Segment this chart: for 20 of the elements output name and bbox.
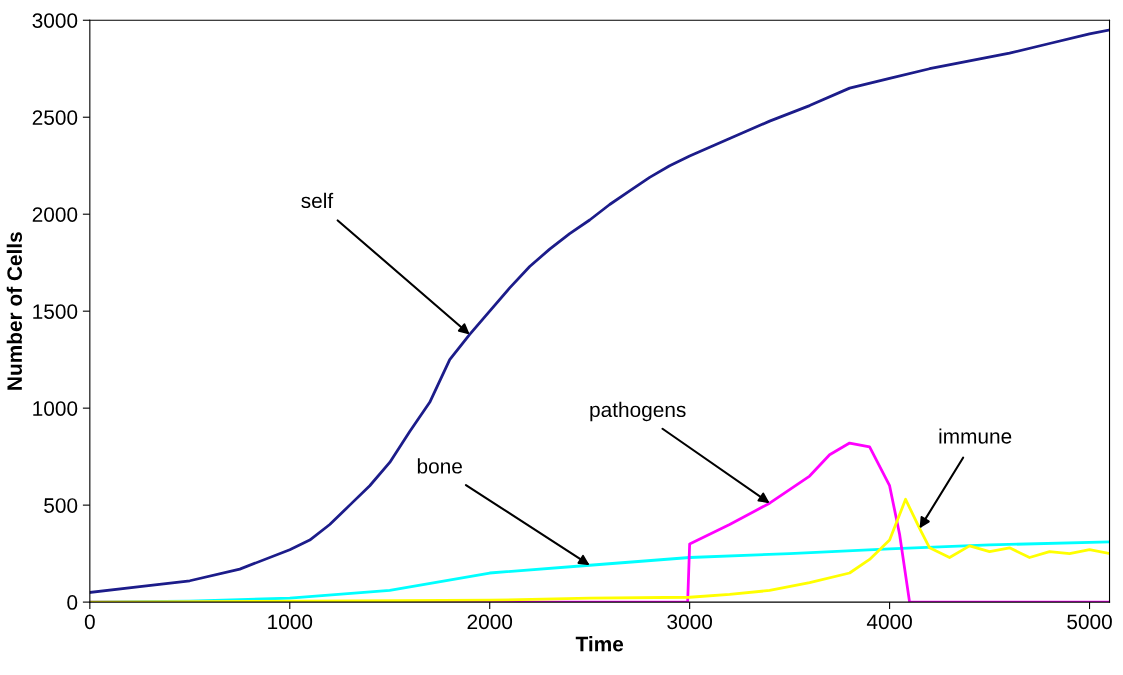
x-axis-title: Time [575,636,624,652]
x-tick-label: 2000 [467,614,513,630]
y-tick-label: 500 [44,498,78,513]
y-tick-label: 0 [67,595,78,610]
annotation: bone [417,458,462,474]
x-tick-label: 1000 [268,614,313,630]
line-series [89,28,1110,594]
y-tick-label: 1500 [33,304,78,319]
x-tick-label: 0 [84,614,95,630]
y-tick-label: 2500 [32,110,78,125]
x-tick-label: 4000 [866,614,912,630]
annotation: immune [939,428,1012,444]
y-tick-label: 2000 [32,207,78,222]
annotation: pathogens [590,401,686,422]
x-tick-label: 3000 [667,614,713,630]
x-tick-label: 5000 [1067,614,1112,630]
annotation: self [301,192,334,209]
y-tick-label: 1000 [33,401,78,416]
y-axis-title: Number of Cells [6,232,23,390]
y-tick-label: 3000 [32,13,78,28]
